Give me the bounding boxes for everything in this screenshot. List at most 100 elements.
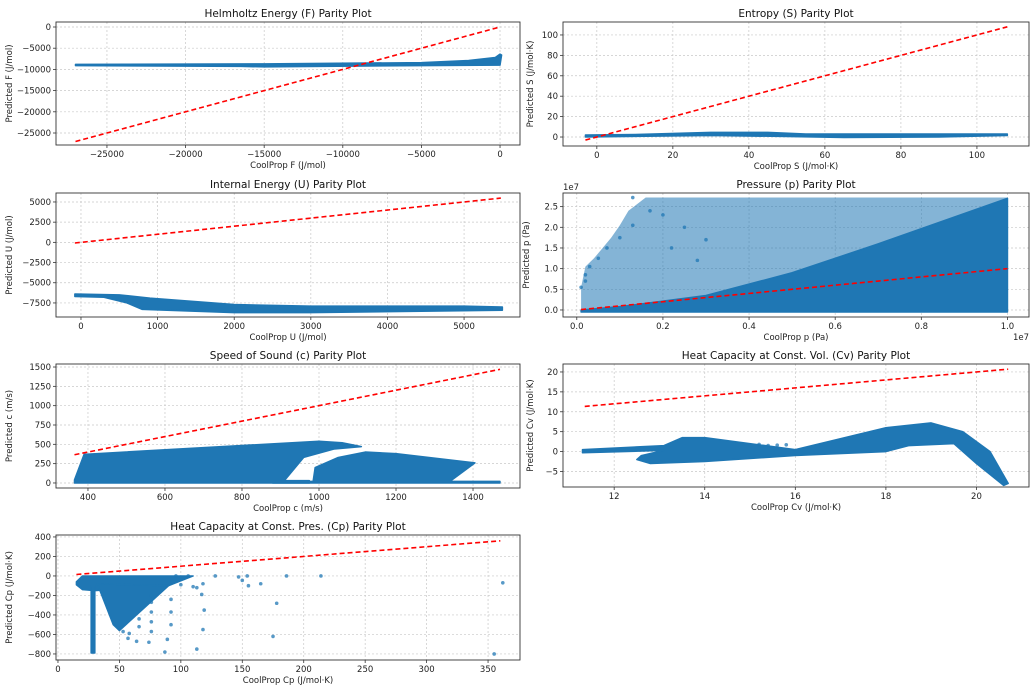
x-tick-label: 12 [609, 492, 620, 502]
y-tick-label: 1250 [29, 382, 51, 392]
subplot-4: 0.0 0.2 0.4 0.6 0.8 1.0 0.0 0.5 1.0 1.5 2.0 2.5 Pres… [522, 179, 1030, 343]
y-tick-label: −400 [28, 611, 51, 621]
x-tick-label: 0.0 [570, 322, 584, 332]
x-tick-label: 150 [234, 665, 250, 675]
y-axis-label: Predicted F (J/mol) [5, 44, 15, 122]
axes-frame [562, 363, 1030, 488]
scatter-point [169, 622, 173, 627]
scatter-point [195, 647, 199, 651]
scatter-point [596, 256, 601, 261]
y-axis-label: Predicted Cp (J/mol·K) [5, 551, 15, 644]
scatter-point [147, 640, 151, 645]
x-tick-label: −20000 [168, 150, 202, 160]
x-tick-label: 0.6 [828, 322, 842, 332]
y-tick-label: 20 [547, 113, 558, 123]
scatter-point [137, 624, 141, 629]
subplot-title: Heat Capacity at Const. Vol. (Cv) Parity… [682, 350, 910, 362]
scatter-point [669, 246, 674, 250]
scatter-point [149, 619, 154, 624]
scatter-point [199, 592, 204, 597]
scatter-point [213, 574, 218, 578]
parity-line [581, 267, 1008, 311]
x-axis-label: CoolProp F (J/mol) [250, 161, 326, 171]
scatter-point [757, 442, 761, 447]
x-tick-label: 16 [790, 492, 801, 502]
y-axis-label: Predicted c (m/s) [5, 390, 15, 462]
subplot-2: 0 20 40 60 80 100 0 20 40 60 80 100 Entropy (S) Pari… [526, 8, 1030, 172]
scatter-point [121, 629, 125, 634]
x-tick-label: 300 [418, 665, 434, 675]
scatter-point [165, 637, 170, 642]
x-tick-label: −25000 [90, 150, 124, 160]
x-tick-label: 800 [234, 493, 250, 503]
y-tick-label: 80 [547, 51, 558, 61]
y-tick-label: 750 [35, 421, 51, 431]
plot-area [74, 26, 503, 143]
scatter-point [648, 208, 652, 213]
x-tick-label: 1000 [147, 322, 169, 332]
y-tick-label: 5 [553, 428, 558, 438]
scatter-point [618, 235, 622, 240]
x-tick-label: 80 [895, 151, 906, 161]
y-tick-label: −5000 [22, 44, 51, 54]
y-tick-label: 0.5 [544, 285, 558, 295]
axes-frame [55, 192, 521, 318]
parity-line [74, 368, 501, 456]
scatter-point [163, 650, 167, 654]
y-tick-label: 500 [35, 440, 51, 450]
scatter-point [201, 581, 205, 586]
y-tick-label: −7500 [22, 299, 51, 309]
y-tick-label: 100 [542, 31, 558, 41]
scatter-point [179, 582, 183, 587]
parity-line [585, 26, 1008, 141]
y-tick-label: 40 [547, 92, 558, 102]
x-tick-label: 20 [971, 492, 982, 502]
scatter-point [126, 636, 130, 641]
x-axis-label: CoolProp Cp (J/mol·K) [243, 676, 333, 686]
plot-area [581, 368, 1009, 487]
x-tick-label: 400 [80, 493, 96, 503]
x-tick-label: 60 [819, 151, 830, 161]
scatter-cloud [74, 293, 504, 314]
x-tick-label: 40 [743, 151, 754, 161]
scatter-point [149, 593, 154, 598]
subplot-title: Heat Capacity at Const. Pres. (Cp) Parit… [170, 521, 405, 533]
x-tick-label: 1000 [308, 493, 330, 503]
x-tick-label: 20 [667, 151, 678, 161]
x-tick-label: 0 [78, 322, 83, 332]
y-tick-label: 0 [46, 479, 51, 489]
x-tick-label: 0.8 [915, 322, 929, 332]
x-tick-label: 0.4 [742, 322, 756, 332]
scatter-cloud [272, 451, 501, 484]
y-tick-label: 2.5 [544, 203, 558, 213]
plot-area [584, 26, 1009, 141]
scatter-point [236, 575, 241, 579]
scatter-point [274, 601, 279, 606]
y-tick-label: −2500 [22, 259, 51, 269]
y-tick-label: 0 [553, 448, 558, 458]
x-tick-label: 4000 [377, 322, 399, 332]
scatter-cloud [73, 440, 363, 484]
y-tick-label: 10 [547, 408, 558, 418]
x-offset-text: 1e7 [1013, 333, 1029, 343]
scatter-point [169, 597, 173, 602]
scatter-point [246, 583, 251, 588]
scatter-point [319, 574, 323, 578]
scatter-point [201, 627, 205, 632]
parity-line [76, 540, 501, 576]
x-tick-label: 2000 [223, 322, 245, 332]
scatter-point [134, 639, 139, 644]
scatter-point [695, 258, 700, 263]
scatter-point [137, 617, 141, 621]
y-tick-label: 0 [46, 23, 51, 33]
y-axis-label: Predicted Cv (J/mol·K) [526, 379, 536, 471]
subplot-title: Speed of Sound (c) Parity Plot [210, 350, 366, 362]
scatter-point [583, 279, 588, 283]
axes-frame [562, 192, 1030, 318]
axes-frame [55, 363, 521, 489]
y-tick-label: 400 [35, 533, 51, 543]
axes-frame [55, 21, 521, 146]
subplot-title: Pressure (p) Parity Plot [736, 179, 855, 191]
scatter-point [149, 600, 154, 605]
y-tick-label: −5000 [22, 279, 51, 289]
